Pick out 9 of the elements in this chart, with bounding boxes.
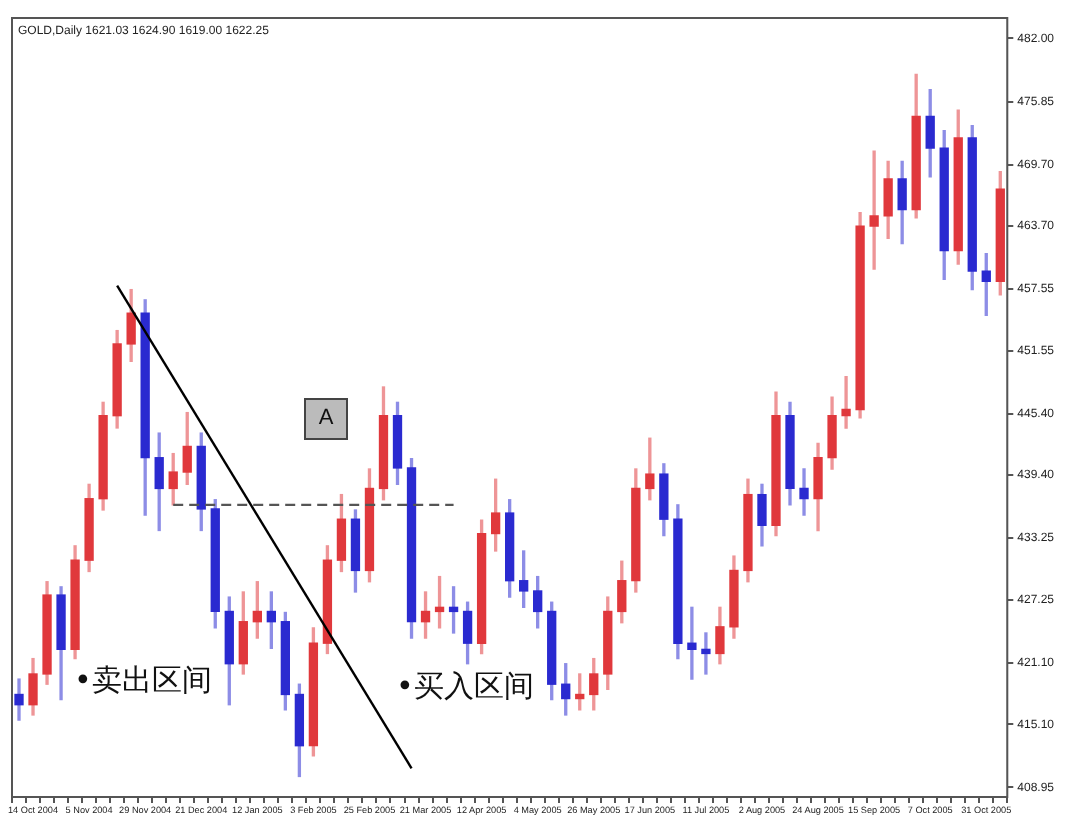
candlestick [701,632,711,675]
candlestick [799,468,809,516]
annotation: •卖出区间 [74,662,212,700]
candlestick [14,678,24,721]
candlestick [869,150,879,270]
annotation: A [304,398,348,440]
candlestick [841,376,851,429]
candlestick [687,606,697,680]
annotation: •买入区间 [396,668,534,706]
